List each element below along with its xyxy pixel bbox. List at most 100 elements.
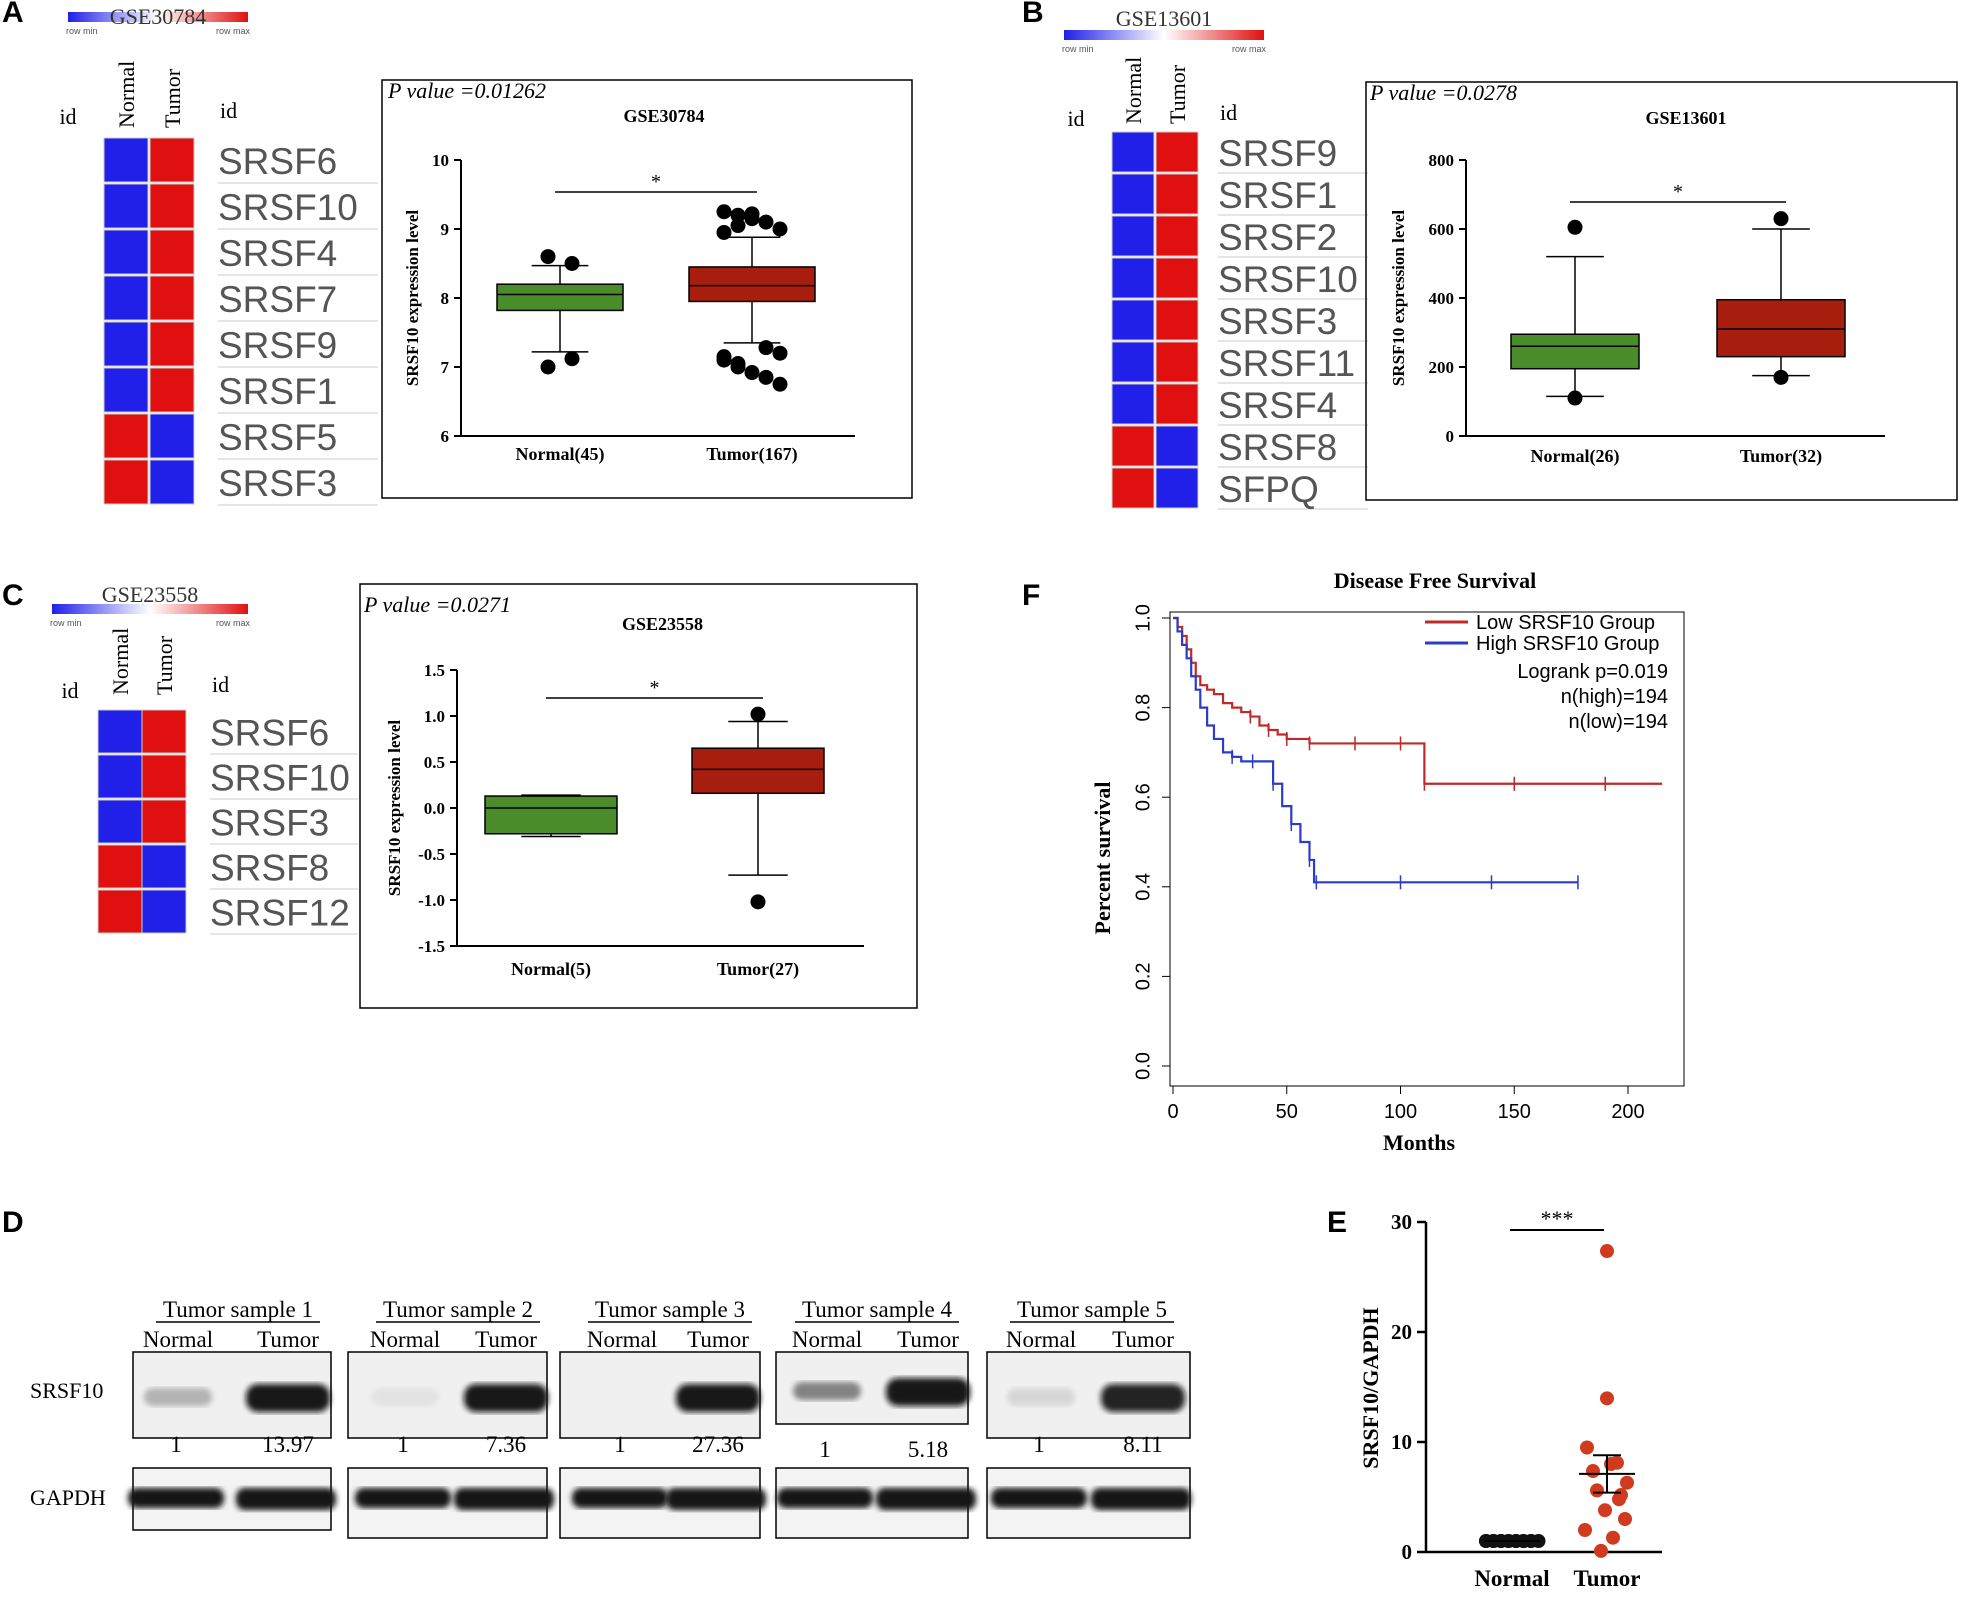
x-category-label: Tumor(167) [706,444,797,465]
heatmap-cell-tumor [1155,383,1199,425]
x-tick-label: 150 [1498,1101,1531,1123]
x-category-label: Tumor(27) [717,959,799,980]
heatmap-cell-normal [97,709,143,754]
y-tick-label: 400 [1429,289,1455,308]
western-quant-tumor: 27.36 [692,1432,744,1457]
heatmap-cell-tumor [149,459,195,505]
heatmap-id-left: id [61,678,78,703]
box-outlier-point [716,349,732,365]
boxplot-c: P value =0.0271 GSE23558 -1.5 -1.0 -0.5 0.0 0.… [359,583,918,1009]
panel-letter-b: B [1022,0,1044,29]
survival-frame [1169,611,1685,1087]
survival-annotation: Logrank p=0.019 [1517,661,1668,683]
significance-star: * [651,171,661,193]
western-sample-title: Tumor sample 4 [802,1297,952,1322]
box-outlier-point [744,365,760,381]
y-tick-label: 10 [432,151,449,170]
data-point-tumor [1578,1523,1592,1537]
significance-star: * [1673,181,1683,203]
panel-letter-a: A [2,0,24,29]
x-category-label: Tumor [1574,1566,1641,1591]
heatmap-cell-normal [1111,383,1155,425]
heatmap-gene-label: SRSF9 [218,325,337,366]
y-axis-label: SRSF10 expression level [1389,210,1408,387]
heatmap-column-label: Tumor [152,635,177,695]
western-band-gapdh-tumor [236,1488,336,1510]
y-tick-label: 6 [441,427,450,446]
heatmap-gene-label: SRSF8 [210,848,329,889]
heatmap-cell-tumor [1155,341,1199,383]
western-band-gapdh-tumor [666,1488,766,1510]
heatmap-cell-normal [103,275,149,321]
y-tick-label: -1.0 [418,891,445,910]
boxplot-b: P value =0.0278 GSE13601 0 200 400 600 800 SRSF… [1365,80,1958,501]
y-tick-label: 0.4 [1132,873,1154,901]
heatmap-gene-label: SRSF7 [218,279,337,320]
western-lane-label-tumor: Tumor [257,1327,319,1352]
panel-letter-c: C [2,579,24,612]
x-tick-label: 0 [1167,1101,1178,1123]
western-band-gapdh-normal [128,1488,224,1508]
panel-letter-d: D [2,1206,24,1239]
heatmap-cell-tumor [149,137,195,183]
y-tick-label: 0.8 [1132,694,1154,722]
western-lane-label-normal: Normal [587,1327,657,1352]
heatmap-cell-tumor [149,413,195,459]
data-point-tumor [1580,1440,1594,1455]
y-tick-label: 0.0 [424,799,445,818]
heatmap-gene-label: SRSF4 [1218,385,1337,426]
western-quant-tumor: 7.36 [486,1432,526,1457]
heatmap-cell-tumor [149,367,195,413]
y-tick-label: 0.2 [1132,962,1154,990]
color-scale-min-label: row min [50,618,82,628]
heatmap-column-label: Normal [108,628,133,695]
y-tick-label: 1.0 [1132,604,1154,632]
western-band-gapdh-normal [355,1488,451,1508]
heatmap-column-label: Normal [1121,57,1146,124]
data-point-tumor [1586,1464,1600,1479]
boxplot-pvalue: P value =0.0278 [1369,80,1517,105]
y-axis-label: SRSF10/GAPDH [1358,1307,1383,1468]
heatmap-b: row min row max GSE13601 id id Normal Tumor SRS… [1062,6,1368,510]
heatmap-cell-normal [97,754,143,799]
heatmap-id-right: id [212,672,229,697]
x-category-label: Normal [1474,1566,1549,1591]
box-outlier-point [750,894,766,910]
y-tick-label: 1.0 [424,707,445,726]
western-band-tumor [1101,1384,1185,1412]
heatmap-cell-normal [1111,131,1155,173]
heatmap-cell-tumor [149,321,195,367]
heatmap-cell-tumor [1155,131,1199,173]
heatmap-cell-tumor [149,229,195,275]
western-sample-title: Tumor sample 5 [1017,1297,1167,1322]
heatmap-cell-tumor [149,183,195,229]
x-tick-label: 100 [1384,1101,1417,1123]
box-outlier-point [564,256,580,271]
western-band-normal [1007,1388,1075,1406]
western-lane-label-tumor: Tumor [897,1327,959,1352]
heatmap-cell-tumor [149,275,195,321]
heatmap-cell-normal [103,321,149,367]
boxplot-frame [1365,81,1958,501]
heatmap-cell-normal [1111,467,1155,509]
box-outlier-point [750,706,766,722]
western-blot-d: SRSF10 GAPDH Tumor sample 1 Normal Tumor 1 13.… [30,1297,1191,1539]
heatmap-cell-tumor [1155,173,1199,215]
y-tick-label: 800 [1429,151,1455,170]
western-band-tumor [464,1384,548,1412]
heatmap-cell-normal [1111,257,1155,299]
western-band-gapdh-normal [991,1488,1087,1508]
box-outlier-point [1773,211,1789,227]
heatmap-cell-normal [103,459,149,505]
heatmap-gene-label: SFPQ [1218,469,1319,510]
y-tick-label: 0 [1402,1540,1413,1564]
western-sample-title: Tumor sample 1 [163,1297,313,1322]
heatmap-cell-tumor [1155,425,1199,467]
western-lane-label-normal: Normal [143,1327,213,1352]
box-outlier-point [772,345,788,361]
western-lane-label-tumor: Tumor [475,1327,537,1352]
color-scale-max-label: row max [216,26,251,36]
survival-plot-f: Disease Free Survival 0 50 100 150 200 Months 0… [1090,568,1685,1155]
heatmap-cell-tumor [141,889,187,934]
box-body [496,283,624,312]
